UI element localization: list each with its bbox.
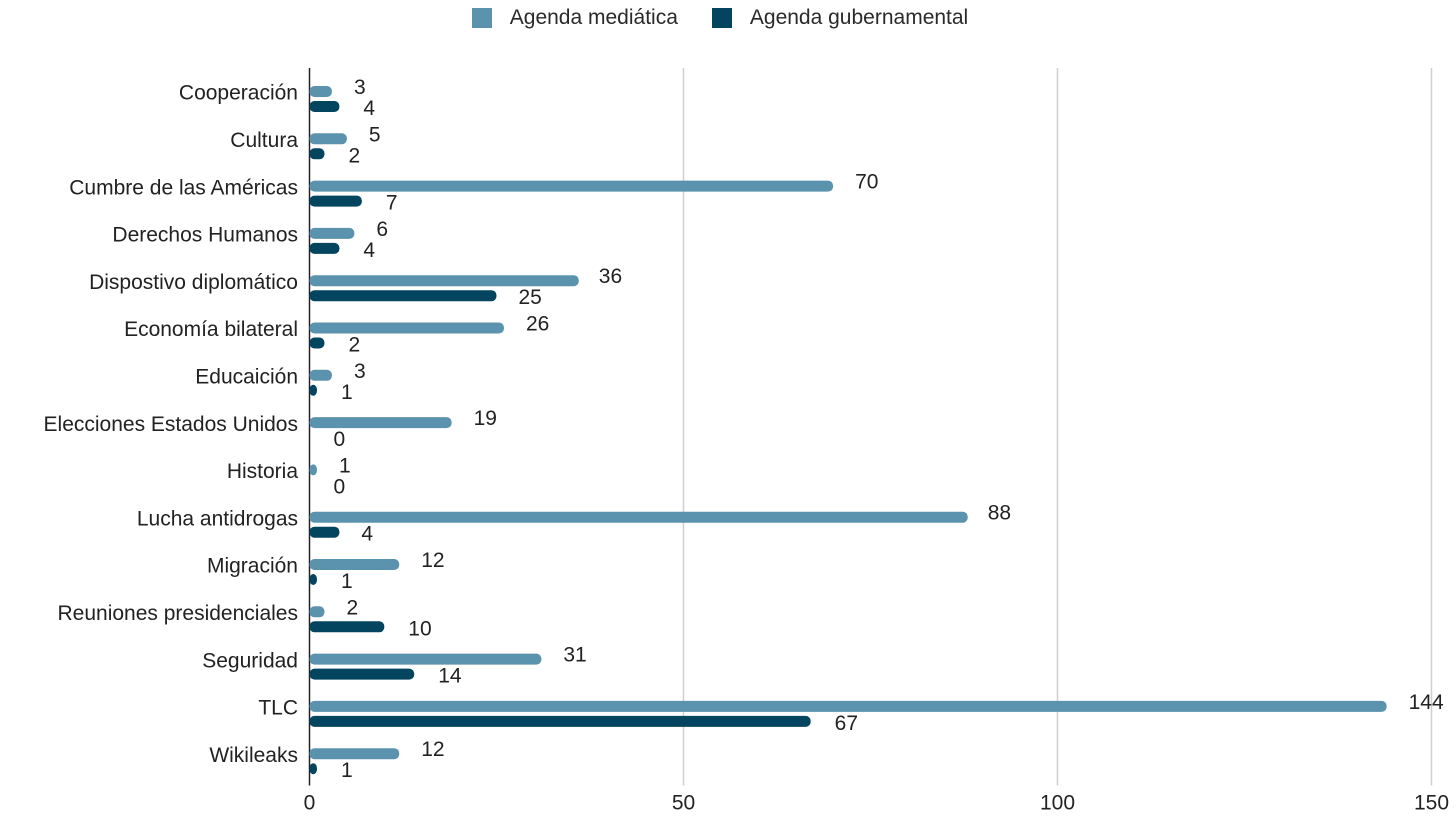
data-label-government-0: 4: [363, 97, 375, 120]
category-label-12: Seguridad: [202, 649, 298, 672]
data-label-media-5: 26: [526, 313, 549, 336]
bar-government-5: [309, 337, 325, 349]
bar-media-5: [309, 322, 504, 334]
data-label-government-11: 10: [408, 617, 431, 640]
data-label-government-2: 7: [386, 192, 398, 215]
category-label-11: Reuniones presidenciales: [58, 602, 299, 625]
legend-item-government[interactable]: Agenda gubernamental: [711, 6, 969, 30]
data-label-media-11: 2: [346, 596, 358, 619]
data-label-government-9: 4: [361, 523, 373, 546]
data-label-government-14: 1: [341, 759, 353, 782]
data-label-media-6: 3: [354, 360, 366, 383]
data-label-government-4: 25: [519, 286, 542, 309]
bar-media-14: [309, 748, 400, 760]
legend-swatch-media: [471, 8, 492, 28]
bar-government-2: [309, 195, 362, 207]
bar-media-3: [309, 227, 355, 239]
bar-media-1: [309, 133, 347, 145]
bar-government-11: [309, 621, 385, 633]
bar-media-6: [309, 369, 332, 381]
category-label-2: Cumbre de las Américas: [69, 176, 298, 199]
data-label-government-13: 67: [835, 712, 858, 735]
category-label-9: Lucha antidrogas: [137, 507, 298, 530]
bar-government-12: [309, 668, 415, 680]
data-label-media-2: 70: [855, 171, 878, 194]
bar-media-13: [309, 700, 1387, 712]
data-label-media-10: 12: [421, 549, 444, 572]
category-label-4: Dispostivo diplomático: [89, 271, 298, 294]
data-label-media-14: 12: [421, 738, 444, 761]
data-label-media-7: 19: [474, 407, 497, 430]
bar-media-9: [309, 511, 968, 523]
legend: Agenda mediática Agenda gubernamental: [0, 6, 1440, 30]
bar-media-7: [309, 417, 452, 429]
bar-media-0: [309, 86, 332, 97]
data-label-government-3: 4: [363, 239, 375, 262]
category-label-14: Wikileaks: [209, 744, 298, 767]
bar-government-10: [309, 574, 317, 585]
data-label-government-12: 14: [438, 665, 462, 688]
x-tick-label-3: 150: [1414, 792, 1449, 815]
data-label-government-10: 1: [341, 570, 353, 593]
bar-media-12: [309, 653, 542, 665]
bar-media-4: [309, 275, 579, 287]
category-label-5: Economía bilateral: [124, 318, 298, 341]
bar-media-2: [309, 180, 834, 192]
data-label-government-1: 2: [348, 144, 360, 167]
bar-government-3: [309, 242, 340, 254]
legend-item-media[interactable]: Agenda mediática: [471, 6, 678, 30]
data-label-government-5: 2: [348, 334, 360, 357]
bar-government-4: [309, 290, 497, 302]
data-label-media-4: 36: [599, 265, 622, 288]
category-label-8: Historia: [227, 460, 299, 483]
data-label-media-12: 31: [563, 644, 586, 667]
data-label-government-7: 0: [334, 428, 346, 451]
bar-government-13: [309, 715, 811, 727]
data-label-media-3: 6: [376, 218, 388, 241]
legend-label-government: Agenda gubernamental: [749, 6, 969, 29]
data-label-government-8: 0: [334, 475, 346, 498]
legend-swatch-government: [711, 8, 732, 28]
bar-media-10: [309, 559, 400, 570]
bar-government-1: [309, 148, 325, 160]
bar-media-11: [309, 606, 325, 618]
category-label-3: Derechos Humanos: [112, 224, 298, 247]
data-label-media-0: 3: [354, 76, 366, 99]
data-label-media-1: 5: [369, 123, 381, 146]
data-label-government-6: 1: [341, 381, 353, 404]
x-tick-label-2: 100: [1040, 792, 1075, 815]
x-tick-label-1: 50: [672, 792, 695, 815]
category-label-7: Elecciones Estados Unidos: [44, 413, 298, 436]
category-label-6: Educaición: [195, 365, 298, 388]
bar-media-8: [309, 464, 317, 476]
data-label-media-8: 1: [339, 454, 351, 477]
data-label-media-13: 144: [1409, 691, 1444, 714]
bar-government-6: [309, 384, 317, 396]
legend-label-media: Agenda mediática: [509, 6, 678, 29]
x-tick-label-0: 0: [304, 792, 316, 815]
data-label-media-9: 88: [988, 502, 1011, 525]
category-label-0: Cooperación: [179, 82, 298, 105]
category-label-1: Cultura: [230, 129, 298, 152]
bar-government-0: [309, 101, 340, 112]
category-label-13: TLC: [258, 697, 298, 720]
bar-government-9: [309, 526, 340, 538]
bar-government-14: [309, 763, 317, 775]
category-label-10: Migración: [207, 555, 298, 578]
